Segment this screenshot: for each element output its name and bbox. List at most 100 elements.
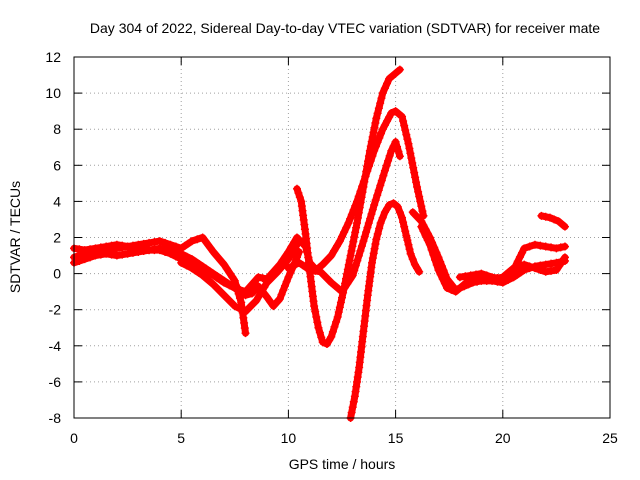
data-point (375, 224, 384, 233)
y-tick-label: 2 (53, 230, 61, 246)
data-point (372, 235, 381, 244)
data-point (404, 240, 413, 249)
data-point (363, 223, 372, 232)
data-point (415, 192, 424, 201)
data-point (404, 139, 413, 148)
data-point (431, 255, 440, 264)
x-tick-label: 15 (388, 430, 404, 446)
data-point (560, 253, 569, 262)
data-point (383, 117, 392, 126)
data-point (369, 128, 378, 137)
data-point (248, 300, 257, 309)
data-point (123, 249, 132, 258)
data-point (145, 238, 154, 247)
data-point (373, 229, 382, 238)
data-point (220, 291, 229, 300)
y-tick-label: 0 (53, 266, 61, 282)
data-point (374, 186, 383, 195)
data-point (413, 182, 422, 191)
data-point (493, 274, 502, 283)
data-point (327, 251, 336, 260)
y-tick-label: 10 (45, 85, 61, 101)
data-point (434, 265, 443, 274)
data-point (155, 246, 164, 255)
data-point (75, 256, 84, 265)
data-point (353, 219, 362, 228)
data-point (139, 247, 148, 256)
data-point (455, 273, 464, 282)
data-point (216, 256, 225, 265)
data-point (338, 232, 346, 241)
data-point (366, 214, 375, 223)
data-point (380, 166, 389, 175)
data-point (375, 133, 384, 142)
data-point (241, 307, 250, 316)
data-point (139, 239, 148, 248)
data-point (171, 242, 180, 251)
data-point (86, 253, 95, 262)
data-point (340, 283, 349, 292)
data-point (547, 266, 556, 275)
x-tick-label: 10 (281, 430, 297, 446)
data-point (525, 262, 534, 271)
data-point (277, 290, 286, 299)
data-point (102, 249, 111, 258)
data-point (455, 284, 464, 293)
data-point (371, 196, 380, 205)
data-point (330, 322, 339, 331)
data-point (112, 251, 121, 260)
data-point (352, 382, 361, 391)
data-point (389, 199, 398, 208)
data-point (212, 284, 221, 293)
data-point (405, 144, 414, 153)
data-point (362, 228, 371, 237)
data-point (166, 249, 175, 258)
data-point (368, 132, 377, 141)
data-point (520, 244, 529, 253)
data-point (541, 242, 550, 251)
data-point (371, 239, 380, 248)
data-point (220, 278, 229, 287)
data-point (166, 240, 175, 249)
data-point (361, 172, 370, 181)
data-point (380, 84, 389, 93)
data-point (402, 130, 411, 139)
data-point (393, 202, 402, 211)
data-point (425, 240, 434, 249)
data-point (295, 193, 304, 202)
data-point (403, 236, 412, 245)
data-point (241, 329, 250, 338)
data-point (353, 213, 362, 222)
data-point (443, 284, 452, 293)
data-point (356, 246, 365, 255)
series-arc-3 (70, 233, 250, 338)
data-point (364, 219, 373, 228)
data-point (513, 257, 522, 266)
data-point (372, 114, 381, 123)
data-point (353, 256, 362, 265)
data-point (385, 113, 394, 122)
data-point (482, 271, 491, 280)
data-point (330, 246, 339, 255)
data-point (112, 240, 121, 249)
data-point (257, 287, 266, 296)
data-point (547, 259, 556, 268)
data-point (335, 303, 344, 312)
data-point (373, 109, 382, 118)
data-point (328, 327, 337, 336)
data-point (399, 117, 408, 126)
data-point (294, 188, 303, 197)
data-point (488, 273, 497, 282)
tick-layer (73, 56, 611, 419)
data-point (318, 260, 327, 269)
data-point (395, 208, 404, 217)
data-point (477, 269, 486, 278)
series-arc-11 (537, 211, 569, 231)
data-point (408, 208, 417, 217)
data-point (155, 237, 164, 246)
data-point (349, 237, 358, 246)
data-point (357, 193, 366, 202)
data-point (346, 275, 355, 284)
data-point (393, 142, 402, 151)
data-point (417, 222, 426, 231)
